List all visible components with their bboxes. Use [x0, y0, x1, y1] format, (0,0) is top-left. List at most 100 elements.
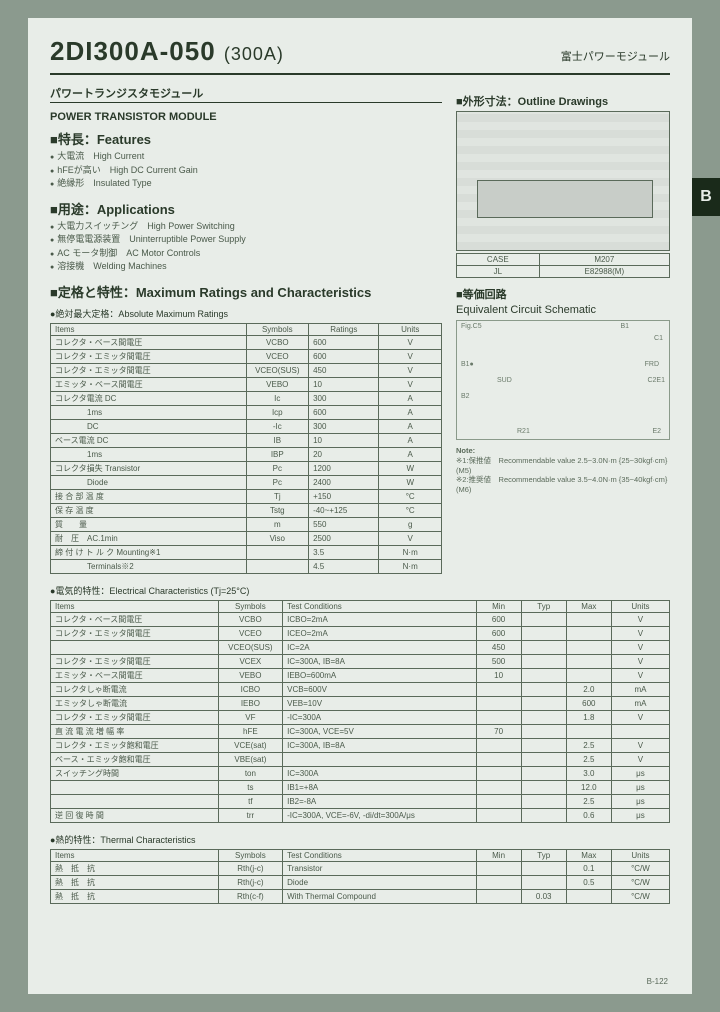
table-cell: V: [379, 531, 442, 545]
table-cell: Diode: [283, 875, 476, 889]
th: Test Conditions: [283, 849, 476, 861]
table-cell: IC=300A, IB=8A: [283, 654, 476, 668]
table-cell: コレクタ・ベース間電圧: [51, 335, 247, 349]
th: Min: [476, 600, 521, 612]
table-cell: V: [611, 710, 669, 724]
applications-list: 大電力スイッチング High Power Switching 無停電電源装置 U…: [50, 220, 442, 274]
subtitle-en: POWER TRANSISTOR MODULE: [50, 111, 442, 123]
th: Ratings: [309, 323, 379, 335]
table-cell: N·m: [379, 545, 442, 559]
th: Test Conditions: [283, 600, 476, 612]
table-cell: コレクタ損失 Transistor: [51, 461, 247, 475]
table-cell: [246, 545, 309, 559]
app-item: AC モータ制御 AC Motor Controls: [50, 247, 442, 261]
table-cell: VCEO: [218, 626, 282, 640]
th: Symbols: [218, 600, 282, 612]
outline-drawing: [456, 111, 670, 251]
table-cell: μs: [611, 766, 669, 780]
table-cell: [566, 612, 611, 626]
table-cell: Terminals※2: [51, 559, 247, 573]
table-cell: Rth(j-c): [218, 875, 282, 889]
table-cell: V: [611, 668, 669, 682]
case-val: M207: [539, 254, 669, 266]
table-cell: [521, 724, 566, 738]
schem-lbl: C1: [654, 335, 663, 342]
table-cell: [51, 780, 219, 794]
schem-lbl: R21: [517, 428, 530, 435]
note-2: ※2:推奨値 Recommendable value 3.5~4.0N·m {3…: [456, 475, 667, 494]
schem-lbl: B1: [620, 323, 629, 330]
table-cell: 4.5: [309, 559, 379, 573]
table-cell: μs: [611, 794, 669, 808]
table-cell: ベース・エミッタ飽和電圧: [51, 752, 219, 766]
th: Items: [51, 849, 219, 861]
table-cell: [521, 612, 566, 626]
table-cell: [246, 559, 309, 573]
table-cell: 1ms: [51, 447, 247, 461]
feature-item: hFEが高い High DC Current Gain: [50, 164, 442, 178]
table-cell: コレクタ・エミッタ間電圧: [51, 654, 219, 668]
table-cell: 12.0: [566, 780, 611, 794]
table-cell: 600: [476, 612, 521, 626]
app-item: 溶接機 Welding Machines: [50, 260, 442, 274]
table-cell: V: [379, 335, 442, 349]
table-cell: V: [611, 640, 669, 654]
table-cell: Rth(c-f): [218, 889, 282, 903]
th: Units: [611, 849, 669, 861]
th: Max: [566, 600, 611, 612]
schem-lbl: B2: [461, 393, 470, 400]
table-cell: g: [379, 517, 442, 531]
table-cell: W: [379, 461, 442, 475]
table-cell: 耐 圧 AC.1min: [51, 531, 247, 545]
case-label: CASE: [457, 254, 540, 266]
th: Typ: [521, 849, 566, 861]
table-cell: 450: [476, 640, 521, 654]
th: Symbols: [246, 323, 309, 335]
table-cell: IEBO: [218, 696, 282, 710]
table-cell: ICBO: [218, 682, 282, 696]
table-cell: V: [611, 752, 669, 766]
table-cell: 1.8: [566, 710, 611, 724]
table-cell: コレクタしゃ断電流: [51, 682, 219, 696]
table-cell: [476, 861, 521, 875]
table-cell: VEBO: [246, 377, 309, 391]
left-column: パワートランジスタモジュール POWER TRANSISTOR MODULE ■…: [50, 85, 442, 574]
table-cell: V: [611, 654, 669, 668]
table-cell: 600: [309, 349, 379, 363]
table-cell: 0.6: [566, 808, 611, 822]
table-cell: Icp: [246, 405, 309, 419]
table-cell: tf: [218, 794, 282, 808]
table-cell: Rth(j-c): [218, 861, 282, 875]
table-cell: IB1=+8A: [283, 780, 476, 794]
table-cell: IC=300A, VCE=5V: [283, 724, 476, 738]
table-cell: °C/W: [611, 875, 669, 889]
th: Max: [566, 849, 611, 861]
table-cell: 逆 回 復 時 間: [51, 808, 219, 822]
brand-label: 富士パワーモジュール: [561, 48, 670, 64]
table-cell: [566, 724, 611, 738]
case-box: CASEM207 JLE82988(M): [456, 253, 670, 278]
jl-label: JL: [457, 266, 540, 278]
table-cell: 10: [476, 668, 521, 682]
table-cell: [476, 808, 521, 822]
table-cell: コレクタ・エミッタ間電圧: [51, 626, 219, 640]
table-cell: °C/W: [611, 861, 669, 875]
part-main: 2DI300A-050: [50, 36, 216, 66]
table-cell: IB: [246, 433, 309, 447]
table-cell: [521, 696, 566, 710]
schem-lbl: B1●: [461, 361, 474, 368]
table-cell: VBE(sat): [218, 752, 282, 766]
table-cell: コレクタ・エミッタ飽和電圧: [51, 738, 219, 752]
table-cell: [476, 889, 521, 903]
table-cell: 1ms: [51, 405, 247, 419]
table-cell: Transistor: [283, 861, 476, 875]
table-cell: mA: [611, 696, 669, 710]
table-cell: VCBO: [246, 335, 309, 349]
table-cell: 接 合 部 温 度: [51, 489, 247, 503]
applications-heading: ■用途：Applications: [50, 199, 442, 218]
app-item: 無停電電源装置 Uninterruptible Power Supply: [50, 233, 442, 247]
table-cell: [476, 875, 521, 889]
table-cell: [476, 752, 521, 766]
schem-lbl: SUD: [497, 377, 512, 384]
table-cell: VCEX: [218, 654, 282, 668]
